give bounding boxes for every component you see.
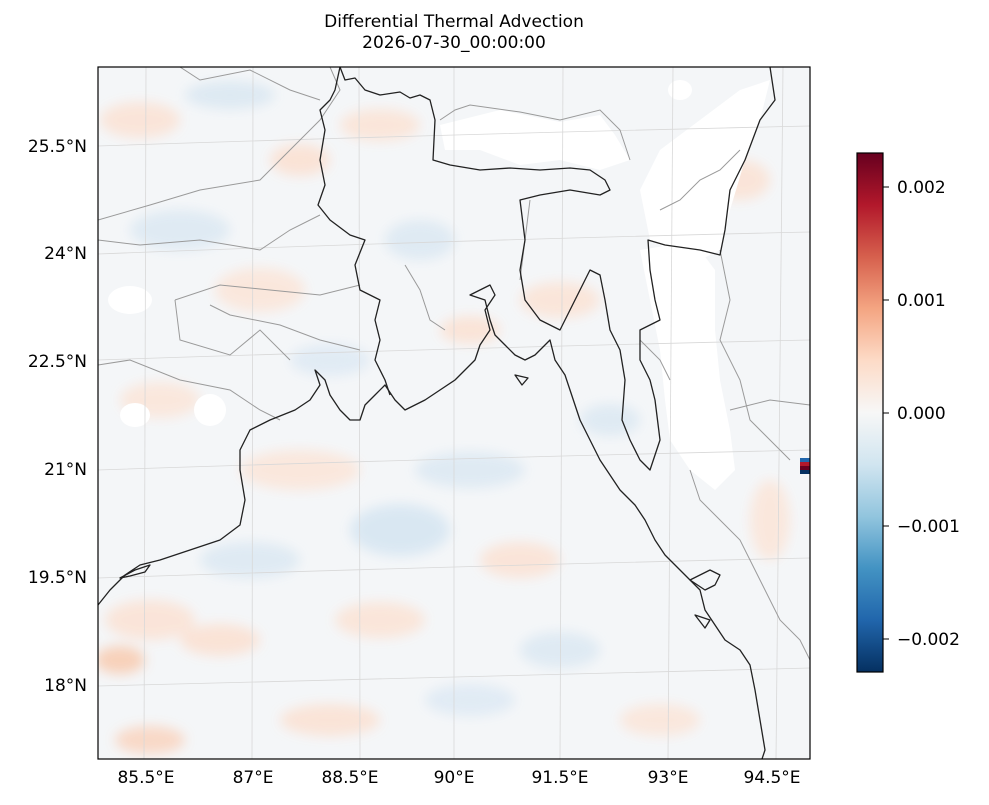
timestamp-text: 2026-07-30_00:00:00 bbox=[362, 33, 546, 53]
lon-tick-label: 85.5°E bbox=[117, 768, 174, 788]
colorbar-gradient bbox=[856, 152, 884, 673]
lat-tick-label: 18°N bbox=[44, 676, 87, 696]
coastline bbox=[98, 67, 776, 759]
colorbar-tick-label: −0.002 bbox=[897, 630, 960, 650]
lat-tick-label: 25.5°N bbox=[28, 137, 87, 157]
missing-data-regions bbox=[108, 80, 770, 490]
lat-tick-label: 19.5°N bbox=[28, 568, 87, 588]
longitude-ticks: 85.5°E 87°E 88.5°E 90°E 91.5°E 93°E 94.5… bbox=[117, 768, 800, 788]
map-frame bbox=[97, 66, 811, 760]
advection-field bbox=[98, 67, 810, 759]
map-title: Differential Thermal Advection 2026-07-3… bbox=[98, 12, 810, 54]
title-text: Differential Thermal Advection bbox=[324, 12, 584, 32]
lat-tick-label: 24°N bbox=[44, 244, 87, 264]
gridlines bbox=[98, 67, 810, 759]
lat-tick-label: 22.5°N bbox=[28, 352, 87, 372]
lon-tick-label: 93°E bbox=[648, 768, 689, 788]
colorbar-tick-label: 0.001 bbox=[897, 291, 946, 311]
colorbar: 0.002 0.001 0.000 −0.001 −0.002 bbox=[856, 152, 960, 673]
lon-tick-label: 88.5°E bbox=[321, 768, 378, 788]
colorbar-tick-label: 0.000 bbox=[897, 404, 946, 424]
lat-tick-label: 21°N bbox=[44, 460, 87, 480]
lon-tick-label: 90°E bbox=[434, 768, 475, 788]
latitude-ticks: 25.5°N 24°N 22.5°N 21°N 19.5°N 18°N bbox=[28, 137, 87, 696]
lon-tick-label: 94.5°E bbox=[743, 768, 800, 788]
colorbar-tick-label: 0.002 bbox=[897, 178, 946, 198]
colorbar-tick-label: −0.001 bbox=[897, 517, 960, 537]
lon-tick-label: 87°E bbox=[233, 768, 274, 788]
admin-borders bbox=[98, 67, 810, 661]
lon-tick-label: 91.5°E bbox=[531, 768, 588, 788]
